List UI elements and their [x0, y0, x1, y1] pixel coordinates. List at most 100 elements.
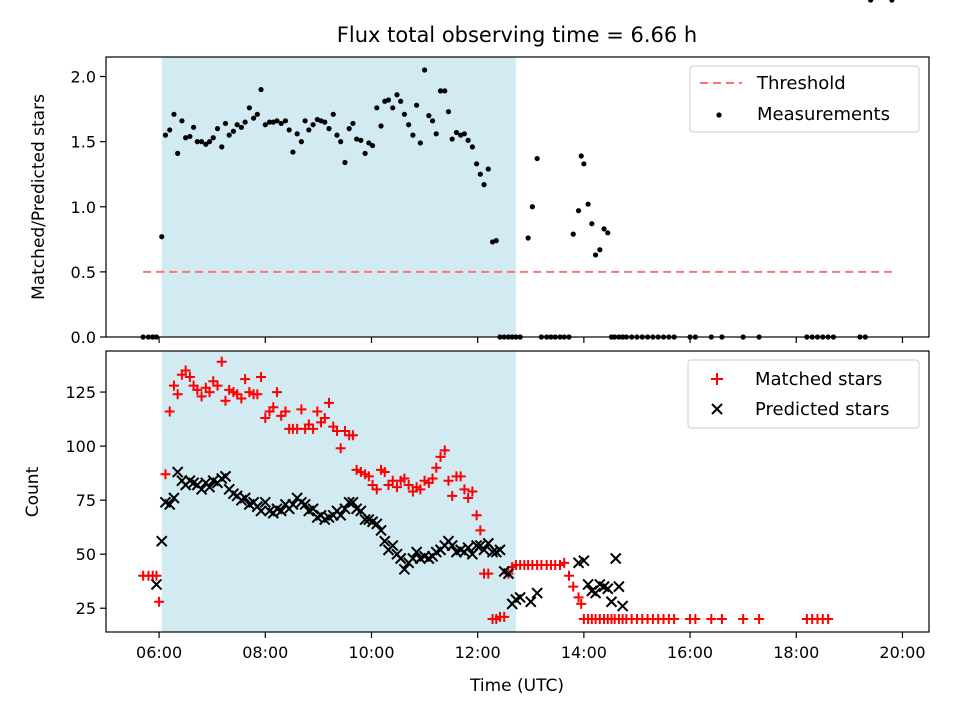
- measurement-point: [417, 140, 423, 146]
- measurement-point: [469, 144, 475, 150]
- predicted-point: [334, 509, 347, 521]
- measurement-point: [179, 118, 185, 124]
- predicted-point: [219, 470, 232, 483]
- predicted-point: [287, 498, 299, 511]
- measurement-point: [445, 109, 452, 115]
- measurement-point: [421, 67, 428, 73]
- top-y-tick-label: 0.0: [71, 328, 96, 347]
- top-y-axis-label: Matched/Predicted stars: [29, 94, 49, 300]
- matched-point: [335, 443, 346, 454]
- measurement-point: [194, 139, 200, 145]
- measurement-point: [254, 111, 260, 117]
- measurement-point: [183, 135, 189, 141]
- measurement-point: [529, 204, 535, 210]
- matched-point: [168, 380, 179, 391]
- matched-series: [138, 357, 834, 625]
- matched-point: [576, 598, 587, 609]
- measurement-point: [294, 131, 300, 137]
- bottom-y-tick-label: 75: [76, 491, 96, 510]
- matched-point: [312, 406, 323, 417]
- bottom-panel: 25 50 75 100 125 06:00 08:00 10:00 12:00 14:00 16…: [23, 337, 930, 696]
- measurement-point: [242, 119, 248, 125]
- predicted-series: [150, 466, 629, 612]
- measurement-point: [481, 182, 487, 188]
- bottom-y-axis: 25 50 75 100 125: [65, 383, 106, 618]
- measurement-point: [453, 129, 460, 136]
- predicted-point: [371, 518, 383, 530]
- predicted-point: [613, 580, 625, 593]
- measurement-point: [226, 132, 232, 138]
- predicted-point: [410, 546, 423, 558]
- top-y-axis: 0.0 0.5 1.0 1.5 2.0: [71, 68, 106, 347]
- measurement-point: [461, 131, 468, 137]
- top-y-tick-label: 1.0: [71, 198, 96, 217]
- measurement-point: [366, 140, 372, 146]
- measurement-point: [394, 92, 400, 98]
- measurement-point: [493, 238, 499, 244]
- matched-point: [415, 484, 426, 495]
- measurement-point: [575, 208, 582, 214]
- matched-point: [564, 570, 575, 581]
- matched-point: [738, 614, 749, 625]
- measurement-point: [585, 201, 591, 207]
- matched-point: [379, 467, 390, 478]
- matched-point: [196, 391, 207, 402]
- measurement-point: [354, 136, 360, 142]
- measurement-point: [234, 122, 240, 128]
- top-plot-frame: [105, 56, 930, 338]
- matched-point: [240, 374, 251, 385]
- measurement-point: [465, 137, 471, 143]
- measurement-point: [570, 231, 576, 237]
- measurement-point: [198, 139, 205, 145]
- x-tick-label: 12:00: [455, 643, 501, 662]
- x-tick-label: 14:00: [561, 643, 607, 662]
- matched-point: [403, 480, 414, 491]
- matched-point: [371, 484, 382, 495]
- measurement-point: [581, 161, 587, 167]
- matched-point: [256, 371, 267, 382]
- matched-point: [447, 490, 458, 501]
- matched-point: [463, 492, 474, 503]
- predicted-point: [616, 600, 629, 612]
- matched-point: [499, 611, 510, 622]
- predicted-point: [578, 554, 590, 567]
- bottom-y-tick-label: 25: [76, 599, 96, 618]
- matched-point: [268, 402, 279, 413]
- matched-point: [180, 365, 191, 376]
- measurement-point: [605, 230, 611, 236]
- matched-point: [483, 568, 494, 579]
- measurement-point: [203, 141, 209, 147]
- matched-point: [443, 475, 454, 486]
- matched-point: [308, 423, 319, 434]
- matched-point: [427, 473, 438, 484]
- measurement-point: [449, 136, 455, 142]
- x-tick-label: 18:00: [773, 643, 819, 662]
- matched-point: [706, 614, 717, 625]
- matched-point: [347, 430, 358, 441]
- matched-point: [467, 486, 478, 497]
- measurement-point: [266, 119, 273, 125]
- predicted-point: [375, 524, 387, 537]
- measurement-point: [525, 235, 531, 241]
- predicted-point: [168, 492, 180, 504]
- measurement-point: [274, 118, 280, 124]
- matched-point: [184, 371, 195, 382]
- predicted-point: [171, 466, 184, 478]
- matched-point: [559, 557, 570, 568]
- measurement-point: [290, 149, 296, 155]
- measurement-point: [589, 221, 595, 227]
- measurement-point: [578, 153, 584, 159]
- top-legend-box: [689, 65, 920, 133]
- matched-point: [823, 614, 834, 625]
- predicted-point: [150, 578, 163, 591]
- predicted-point: [299, 498, 311, 511]
- matched-point: [271, 387, 282, 398]
- chart-title: Flux total observing time = 6.66 h: [337, 23, 697, 47]
- matched-point: [363, 471, 374, 482]
- predicted-point: [398, 563, 411, 576]
- measurement-point: [262, 122, 268, 128]
- matched-point: [236, 393, 247, 404]
- measurement-point: [889, 0, 895, 3]
- x-tick-label: 20:00: [879, 643, 925, 662]
- measurement-point: [298, 139, 304, 145]
